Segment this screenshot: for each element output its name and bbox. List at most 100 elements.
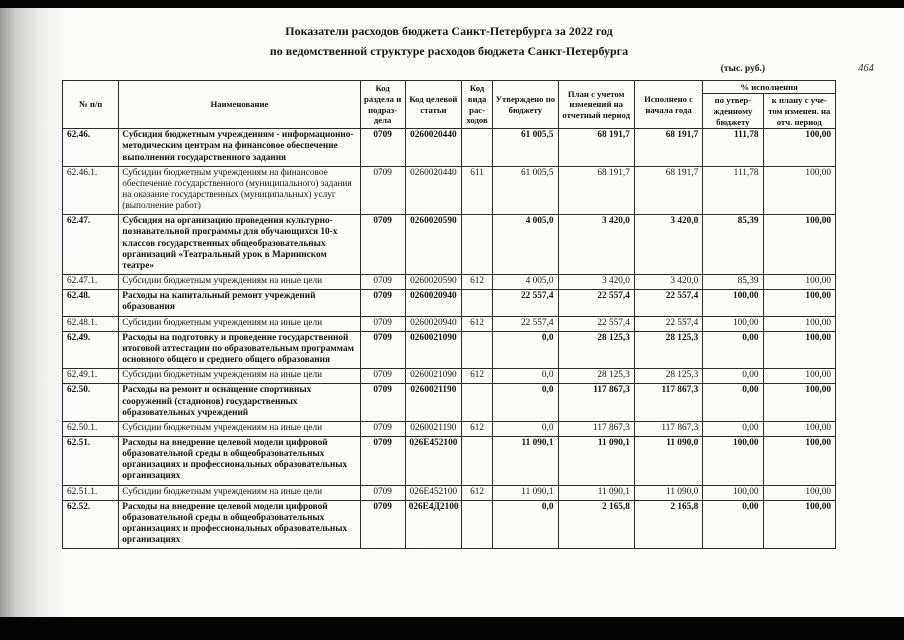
cell-target-code: 0260020590 — [404, 214, 463, 276]
cell-num: 62.48.1. — [61, 315, 120, 332]
table-row: 62.46. Субсидия бюджетным учреждениям - и… — [61, 128, 837, 167]
cell-expense-type-code — [461, 330, 494, 370]
cell-pct-budget: 85,39 — [702, 274, 764, 291]
cell-section-code: 0709 — [359, 368, 406, 385]
cell-executed: 22 557,4 — [633, 315, 704, 332]
table-row: 62.50. Расходы на ремонт и оснащение спор… — [61, 383, 837, 422]
cell-target-code: 0260020940 — [404, 289, 463, 317]
cell-approved: 0,0 — [492, 330, 559, 370]
cell-plan: 11 090,1 — [557, 435, 635, 486]
cell-executed: 2 165,8 — [633, 499, 704, 550]
cell-approved: 0,0 — [492, 383, 559, 422]
cell-name: Расходы на капитальный ремонт учреждений… — [118, 289, 361, 317]
cell-plan: 117 867,3 — [557, 420, 635, 437]
cell-plan: 117 867,3 — [557, 383, 635, 422]
cell-pct-plan: 100,00 — [762, 289, 837, 317]
cell-pct-plan: 100,00 — [762, 383, 837, 422]
cell-target-code: 0260021190 — [404, 420, 463, 437]
table-header: № п/п Наименование Код раздела и подраз-… — [61, 79, 837, 130]
cell-approved: 11 090,1 — [492, 484, 559, 501]
cell-pct-budget: 85,39 — [702, 214, 764, 276]
document-page: Показатели расходов бюджета Санкт-Петерб… — [0, 8, 904, 617]
cell-num: 62.46. — [61, 128, 120, 167]
cell-section-code: 0709 — [359, 484, 406, 501]
cell-name: Субсидии бюджетным учреждениям на иные ц… — [118, 274, 361, 291]
document-title: Показатели расходов бюджета Санкт-Петерб… — [62, 21, 836, 62]
col-header-section-code: Код раздела и подраз-дела — [359, 79, 406, 130]
cell-name: Расходы на ремонт и оснащение спортивных… — [118, 383, 361, 422]
cell-name: Расходы на подготовку и проведение госуд… — [118, 330, 361, 370]
cell-section-code: 0709 — [359, 330, 406, 370]
cell-expense-type-code — [461, 435, 494, 486]
cell-expense-type-code — [461, 128, 494, 167]
cell-executed: 68 191,7 — [633, 165, 704, 216]
cell-pct-plan: 100,00 — [762, 214, 837, 276]
cell-num: 62.47. — [61, 214, 120, 276]
cell-pct-budget: 0,00 — [702, 499, 764, 550]
cell-num: 62.49.1. — [61, 368, 120, 385]
cell-section-code: 0709 — [359, 383, 406, 422]
cell-plan: 22 557,4 — [557, 289, 635, 317]
cell-target-code: 0260021090 — [404, 368, 463, 385]
cell-pct-plan: 100,00 — [762, 330, 837, 370]
cell-pct-budget: 100,00 — [702, 289, 764, 317]
cell-expense-type-code — [461, 383, 494, 422]
cell-plan: 11 090,1 — [557, 484, 635, 501]
cell-approved: 0,0 — [492, 499, 559, 550]
cell-target-code: 0260020590 — [404, 274, 463, 291]
cell-plan: 2 165,8 — [557, 499, 635, 550]
cell-section-code: 0709 — [359, 274, 406, 291]
cell-num: 62.48. — [61, 289, 120, 317]
cell-executed: 28 125,3 — [633, 368, 704, 385]
cell-plan: 28 125,3 — [557, 368, 635, 385]
cell-num: 62.50.1. — [61, 420, 120, 437]
budget-table: № п/п Наименование Код раздела и подраз-… — [61, 79, 837, 550]
table-row: 62.52. Расходы на внедрение целевой модел… — [61, 499, 837, 550]
cell-pct-plan: 100,00 — [762, 165, 837, 216]
cell-section-code: 0709 — [359, 289, 406, 317]
cell-expense-type-code: 612 — [461, 315, 494, 332]
cell-target-code: 0260020440 — [404, 165, 463, 216]
scan-edge-bottom — [0, 617, 904, 640]
cell-name: Субсидия бюджетным учреждениям - информа… — [118, 128, 361, 167]
cell-expense-type-code — [461, 289, 494, 317]
cell-section-code: 0709 — [359, 165, 406, 216]
cell-num: 62.49. — [61, 330, 120, 370]
cell-pct-budget: 100,00 — [702, 315, 764, 332]
cell-approved: 22 557,4 — [492, 315, 559, 332]
cell-num: 62.52. — [61, 499, 120, 550]
cell-num: 62.51.1. — [61, 484, 120, 501]
col-header-name: Наименование — [118, 79, 361, 130]
cell-approved: 0,0 — [492, 420, 559, 437]
cell-plan: 3 420,0 — [557, 274, 635, 291]
cell-num: 62.47.1. — [61, 274, 120, 291]
col-header-plan: План с учетом изменений на отчетный пери… — [557, 79, 635, 130]
cell-section-code: 0709 — [359, 128, 406, 167]
table-row: 62.50.1. Субсидии бюджетным учреждениям н… — [61, 420, 837, 437]
cell-plan: 28 125,3 — [557, 330, 635, 370]
cell-expense-type-code: 612 — [461, 484, 494, 501]
scan-edge-top — [0, 0, 904, 8]
cell-section-code: 0709 — [359, 315, 406, 332]
cell-target-code: 0260020440 — [404, 128, 463, 167]
title-line-2: по ведомственной структуре расходов бюдж… — [269, 44, 629, 59]
cell-expense-type-code: 612 — [461, 368, 494, 385]
cell-executed: 117 867,3 — [633, 420, 704, 437]
cell-expense-type-code: 611 — [461, 165, 494, 216]
cell-pct-budget: 111,78 — [702, 165, 764, 216]
title-line-1: Показатели расходов бюджета Санкт-Петерб… — [285, 24, 613, 38]
cell-expense-type-code — [461, 499, 494, 550]
cell-target-code: 0260021190 — [404, 383, 463, 422]
col-header-executed: Исполнено с начала года — [633, 79, 704, 130]
table-row: 62.49. Расходы на подготовку и проведение… — [61, 330, 837, 370]
table-row: 62.51. Расходы на внедрение целевой модел… — [61, 435, 837, 486]
cell-pct-budget: 100,00 — [702, 435, 764, 486]
cell-name: Расходы на внедрение целевой модели цифр… — [118, 435, 361, 486]
cell-target-code: 0260020940 — [404, 315, 463, 332]
cell-name: Субсидии бюджетным учреждениям на иные ц… — [118, 315, 361, 332]
cell-pct-budget: 0,00 — [702, 383, 764, 422]
cell-executed: 3 420,0 — [633, 274, 704, 291]
cell-target-code: 026E4Д2100 — [404, 499, 463, 550]
table-row: 62.46.1. Субсидии бюджетным учреждениям н… — [61, 165, 837, 216]
